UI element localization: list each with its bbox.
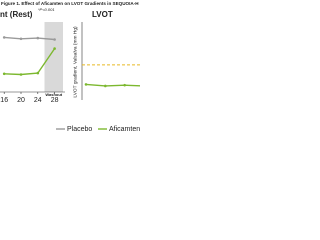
chart: Figure 1. Effect of Aficamten on LVOT Gr…	[0, 1, 140, 133]
panel-title: nt (Rest)	[0, 10, 33, 19]
page: Figure 1. Effect of Aficamten on LVOT Gr…	[0, 0, 140, 140]
point	[36, 36, 40, 40]
x-tick-label: 24	[34, 97, 42, 104]
point	[53, 47, 56, 50]
point	[36, 71, 40, 75]
x-tick-label: 16	[0, 97, 8, 104]
annotation: *P<0.001	[38, 7, 55, 12]
point	[2, 36, 6, 39]
point	[2, 72, 6, 76]
figure-title: Figure 1. Effect of Aficamten on LVOT Gr…	[1, 1, 139, 6]
y-axis-label: LVOT gradient, Valsalva (mm Hg)	[72, 26, 78, 98]
washout-shade	[44, 22, 63, 92]
point	[19, 73, 23, 76]
point	[19, 37, 23, 41]
legend-label: Placebo	[67, 126, 92, 133]
panel-title: LVOT	[92, 10, 113, 19]
shade-label: Washout	[45, 92, 62, 97]
x-tick-label: 20	[17, 97, 25, 104]
point	[104, 84, 107, 88]
series-line	[4, 36, 55, 41]
point	[123, 83, 126, 87]
series-line	[85, 83, 140, 87]
x-tick-label: 28	[51, 97, 59, 104]
point	[53, 38, 56, 41]
series-line	[4, 48, 56, 76]
legend-label: Aficamten	[109, 126, 140, 133]
point	[84, 83, 88, 86]
